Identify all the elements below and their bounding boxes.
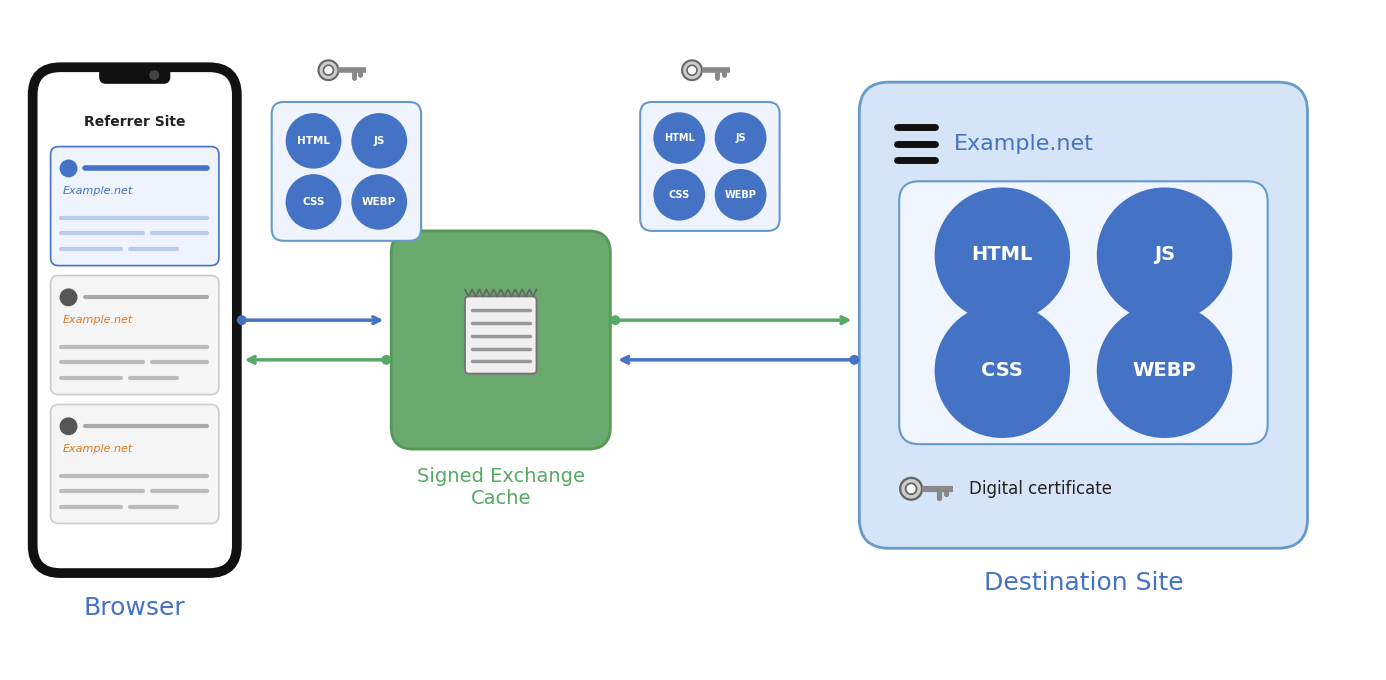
Text: HTML: HTML — [664, 133, 694, 143]
Polygon shape — [464, 290, 473, 296]
Text: JS: JS — [374, 136, 385, 146]
Circle shape — [1096, 188, 1232, 322]
Circle shape — [60, 160, 78, 177]
Polygon shape — [516, 290, 523, 296]
Circle shape — [934, 303, 1070, 438]
Text: Digital certificate: Digital certificate — [969, 480, 1112, 498]
Text: Signed Exchange
Cache: Signed Exchange Cache — [417, 467, 585, 508]
Polygon shape — [500, 290, 507, 296]
Circle shape — [1096, 303, 1232, 438]
Circle shape — [682, 61, 701, 80]
Polygon shape — [480, 290, 486, 296]
Text: JS: JS — [1155, 245, 1175, 265]
Text: WEBP: WEBP — [362, 197, 396, 207]
Polygon shape — [473, 290, 480, 296]
Circle shape — [323, 65, 334, 75]
Circle shape — [352, 113, 407, 169]
Text: WEBP: WEBP — [1132, 361, 1196, 380]
Circle shape — [286, 113, 341, 169]
Polygon shape — [507, 290, 516, 296]
Text: Destination Site: Destination Site — [984, 571, 1184, 595]
Circle shape — [319, 61, 338, 80]
Polygon shape — [493, 290, 500, 296]
Circle shape — [934, 188, 1070, 322]
Circle shape — [237, 316, 247, 325]
Circle shape — [715, 169, 766, 220]
Text: Example.net: Example.net — [62, 444, 133, 454]
Text: Example.net: Example.net — [954, 133, 1094, 154]
Text: HTML: HTML — [297, 136, 330, 146]
Circle shape — [905, 483, 916, 494]
Circle shape — [850, 355, 859, 364]
FancyBboxPatch shape — [391, 231, 610, 449]
Text: Example.net: Example.net — [62, 315, 133, 325]
Text: JS: JS — [736, 133, 746, 143]
Circle shape — [60, 288, 78, 306]
FancyBboxPatch shape — [100, 67, 169, 83]
Text: Browser: Browser — [85, 596, 186, 619]
Circle shape — [900, 478, 922, 500]
Text: Referrer Site: Referrer Site — [85, 115, 186, 129]
Text: CSS: CSS — [981, 361, 1023, 380]
Circle shape — [715, 112, 766, 164]
FancyBboxPatch shape — [50, 147, 219, 266]
FancyBboxPatch shape — [900, 182, 1268, 444]
Text: Example.net: Example.net — [62, 186, 133, 197]
Text: CSS: CSS — [668, 190, 690, 200]
Text: HTML: HTML — [972, 245, 1033, 265]
FancyBboxPatch shape — [859, 82, 1307, 548]
Circle shape — [653, 112, 705, 164]
Circle shape — [150, 70, 159, 80]
Polygon shape — [529, 290, 536, 296]
FancyBboxPatch shape — [50, 405, 219, 524]
Circle shape — [352, 174, 407, 230]
Text: CSS: CSS — [302, 197, 324, 207]
FancyBboxPatch shape — [640, 102, 780, 231]
Polygon shape — [486, 290, 493, 296]
Circle shape — [653, 169, 705, 220]
Text: WEBP: WEBP — [725, 190, 757, 200]
FancyBboxPatch shape — [464, 296, 536, 374]
Circle shape — [286, 174, 341, 230]
Circle shape — [610, 316, 621, 325]
Polygon shape — [523, 290, 529, 296]
Circle shape — [381, 355, 391, 364]
Circle shape — [687, 65, 697, 75]
Circle shape — [60, 418, 78, 435]
FancyBboxPatch shape — [272, 102, 421, 241]
FancyBboxPatch shape — [33, 67, 237, 573]
FancyBboxPatch shape — [50, 275, 219, 394]
